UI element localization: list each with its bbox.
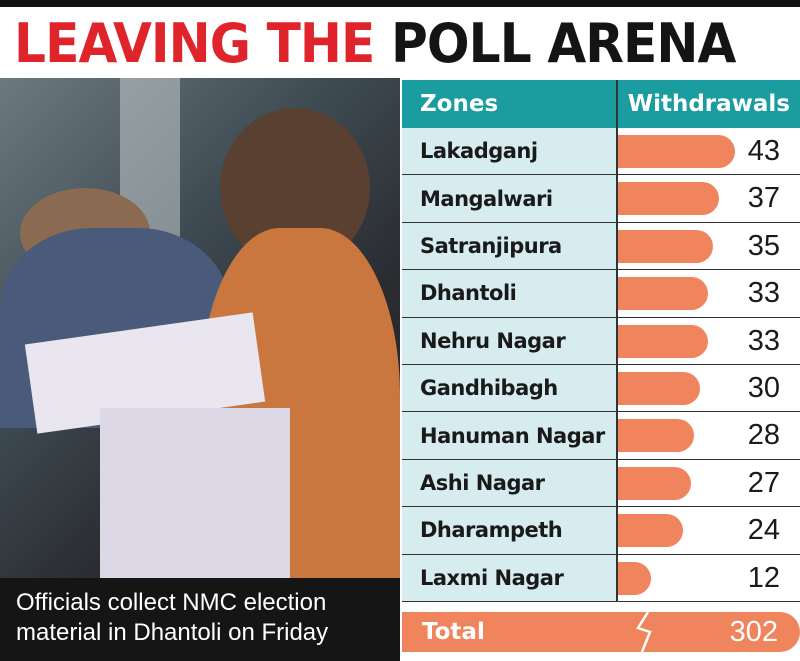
headline-part-red: LEAVING THE (14, 12, 375, 75)
table-row: Dharampeth 24 (402, 507, 800, 555)
bar-cell: 24 (618, 507, 800, 554)
bar (618, 135, 735, 168)
zone-name: Ashi Nagar (402, 459, 618, 507)
bar (618, 419, 695, 453)
bar-cell: 30 (618, 364, 800, 412)
header-withdrawals: Withdrawals (627, 91, 790, 117)
table-row: Hanuman Nagar 28 (402, 412, 800, 460)
photo-caption: Officials collect NMC election material … (0, 578, 400, 661)
table-row: Dhantoli 33 (402, 270, 800, 318)
value-label: 27 (747, 466, 780, 499)
top-strip (0, 0, 800, 7)
zone-name: Dhantoli (402, 270, 618, 317)
zone-name: Satranjipura (402, 222, 618, 270)
bar-cell: 28 (618, 412, 800, 459)
zone-name: Mangalwari (402, 175, 618, 222)
value-label: 30 (747, 371, 780, 404)
bar (618, 514, 684, 548)
zone-name: Lakadganj (402, 128, 618, 175)
headline: LEAVING THE POLL ARENA (14, 12, 736, 76)
zone-name: Laxmi Nagar (402, 554, 618, 601)
table-header: Zones Withdrawals (402, 80, 800, 128)
bar (618, 277, 708, 311)
withdrawals-table: Zones Withdrawals Lakadganj 43 Mangalwari 3… (402, 80, 800, 602)
value-label: 28 (747, 419, 780, 452)
bar (618, 324, 708, 358)
news-photo (0, 78, 400, 661)
break-mark-icon (636, 612, 652, 652)
headline-part-black: POLL ARENA (390, 12, 736, 75)
value-label: 24 (747, 514, 780, 547)
bar (618, 182, 719, 216)
table-row: Gandhibagh 30 (402, 364, 800, 413)
value-label: 35 (747, 229, 780, 262)
table-row: Nehru Nagar 33 (402, 317, 800, 365)
table-row: Ashi Nagar 27 (402, 459, 800, 508)
value-label: 37 (747, 182, 780, 215)
header-zones: Zones (402, 80, 618, 128)
value-label: 33 (747, 277, 780, 310)
value-label: 43 (747, 135, 780, 167)
zone-name: Hanuman Nagar (402, 412, 618, 459)
value-label: 33 (747, 324, 780, 357)
bar-cell: 33 (618, 270, 800, 317)
zone-name: Gandhibagh (402, 364, 618, 412)
bar (618, 229, 714, 263)
total-label: Total (422, 619, 485, 645)
zone-name: Dharampeth (402, 507, 618, 554)
bar-cell: 35 (618, 222, 800, 270)
total-bar: Total 302 (402, 612, 800, 652)
bar-cell: 33 (618, 317, 800, 364)
bar-cell: 27 (618, 459, 800, 507)
bar-cell: 12 (618, 554, 800, 601)
table-row: Lakadganj 43 (402, 128, 800, 176)
value-label: 12 (747, 561, 780, 594)
bar-cell: 37 (618, 175, 800, 222)
table-row: Mangalwari 37 (402, 175, 800, 223)
zone-name: Nehru Nagar (402, 317, 618, 364)
table-row: Satranjipura 35 (402, 222, 800, 271)
bar (618, 466, 692, 500)
bar (618, 561, 651, 595)
table-row: Laxmi Nagar 12 (402, 554, 800, 602)
bar-cell: 43 (618, 128, 800, 175)
bar (618, 371, 700, 405)
total-value: 302 (729, 616, 778, 648)
